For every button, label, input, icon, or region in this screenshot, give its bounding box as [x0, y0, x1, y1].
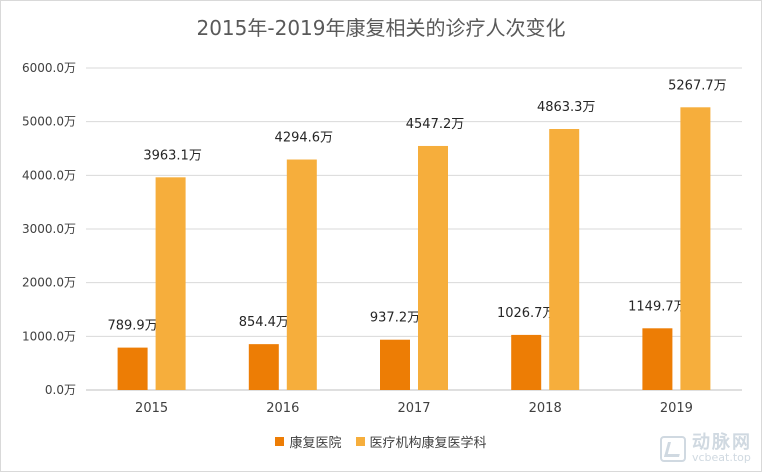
- bar-rehab-hospital: [380, 339, 410, 390]
- watermark-logo-icon: [660, 435, 686, 462]
- watermark-name: 动脉网: [692, 431, 752, 453]
- data-label: 3963.1万: [143, 148, 202, 163]
- y-tick-label: 3000.0万: [22, 222, 76, 236]
- y-tick-label: 4000.0万: [22, 168, 76, 182]
- x-tick-label: 2018: [529, 401, 562, 416]
- data-label: 1149.7万: [628, 299, 687, 314]
- bar-rehab-department: [286, 159, 317, 390]
- bar-rehab-department: [680, 107, 711, 390]
- data-label: 4863.3万: [537, 100, 596, 115]
- data-label: 5267.7万: [668, 78, 727, 93]
- data-label: 789.9万: [107, 319, 157, 334]
- data-label: 4294.6万: [275, 131, 334, 146]
- data-label: 937.2万: [370, 311, 420, 326]
- bar-rehab-hospital: [117, 347, 148, 390]
- legend-item-rehab-hospital[interactable]: 康复医院: [275, 432, 342, 451]
- legend-swatch-rehab-hospital: [275, 437, 285, 446]
- bar-rehab-department: [155, 177, 186, 390]
- bar-rehab-department: [418, 145, 448, 390]
- legend-swatch-rehab-department: [355, 437, 365, 446]
- x-tick-label: 2015: [135, 401, 168, 416]
- y-tick-label: 1000.0万: [22, 329, 76, 343]
- bar-rehab-department: [549, 129, 580, 390]
- data-label: 4547.2万: [406, 117, 465, 132]
- y-tick-label: 6000.0万: [22, 61, 76, 75]
- chart-title: 2015年-2019年康复相关的诊疗人次变化: [196, 16, 566, 40]
- x-tick-label: 2016: [266, 401, 299, 416]
- y-tick-label: 5000.0万: [22, 115, 76, 129]
- legend-item-rehab-department[interactable]: 医疗机构康复医学科: [355, 432, 487, 451]
- chart-legend: 康复医院 医疗机构康复医学科: [0, 432, 762, 451]
- watermark-url: vcbeat.top: [692, 451, 751, 465]
- bar-rehab-hospital: [248, 344, 279, 390]
- data-label: 1026.7万: [497, 306, 556, 321]
- y-tick-label: 0.0万: [45, 383, 76, 397]
- x-tick-label: 2017: [397, 401, 430, 416]
- watermark: 动脉网 vcbeat.top: [660, 431, 752, 465]
- y-tick-label: 2000.0万: [22, 276, 76, 290]
- bar-rehab-hospital: [511, 334, 542, 390]
- data-label: 854.4万: [239, 315, 289, 330]
- legend-label-rehab-hospital: 康复医院: [289, 436, 342, 451]
- bar-rehab-hospital: [642, 328, 673, 390]
- legend-label-rehab-department: 医疗机构康复医学科: [369, 436, 487, 451]
- x-tick-label: 2019: [660, 401, 693, 416]
